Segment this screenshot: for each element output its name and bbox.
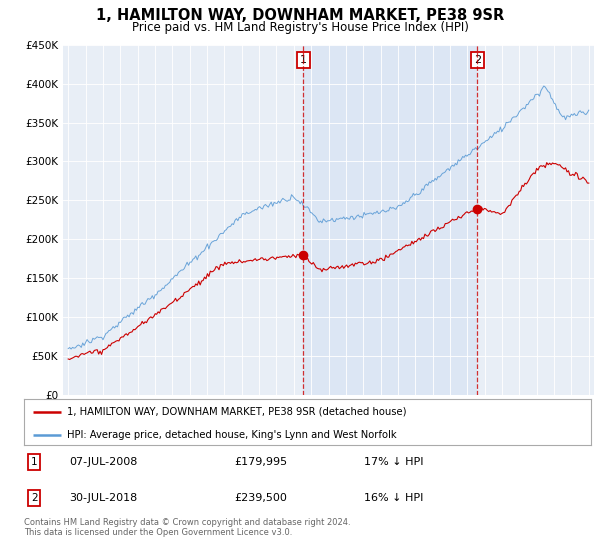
Text: Contains HM Land Registry data © Crown copyright and database right 2024.
This d: Contains HM Land Registry data © Crown c… <box>24 518 350 538</box>
Bar <box>303 45 478 395</box>
Text: £239,500: £239,500 <box>234 493 287 503</box>
Text: HPI: Average price, detached house, King's Lynn and West Norfolk: HPI: Average price, detached house, King… <box>67 430 396 440</box>
Text: 1: 1 <box>299 55 307 66</box>
Text: £179,995: £179,995 <box>234 457 287 467</box>
Text: 2: 2 <box>31 493 38 503</box>
Text: 30-JUL-2018: 30-JUL-2018 <box>70 493 137 503</box>
Text: 07-JUL-2008: 07-JUL-2008 <box>70 457 138 467</box>
Text: 17% ↓ HPI: 17% ↓ HPI <box>364 457 424 467</box>
Text: 1, HAMILTON WAY, DOWNHAM MARKET, PE38 9SR: 1, HAMILTON WAY, DOWNHAM MARKET, PE38 9S… <box>96 8 504 24</box>
Text: 1, HAMILTON WAY, DOWNHAM MARKET, PE38 9SR (detached house): 1, HAMILTON WAY, DOWNHAM MARKET, PE38 9S… <box>67 407 406 417</box>
Text: Price paid vs. HM Land Registry's House Price Index (HPI): Price paid vs. HM Land Registry's House … <box>131 21 469 34</box>
Text: 2: 2 <box>474 55 481 66</box>
Text: 16% ↓ HPI: 16% ↓ HPI <box>364 493 424 503</box>
Text: 1: 1 <box>31 457 38 467</box>
